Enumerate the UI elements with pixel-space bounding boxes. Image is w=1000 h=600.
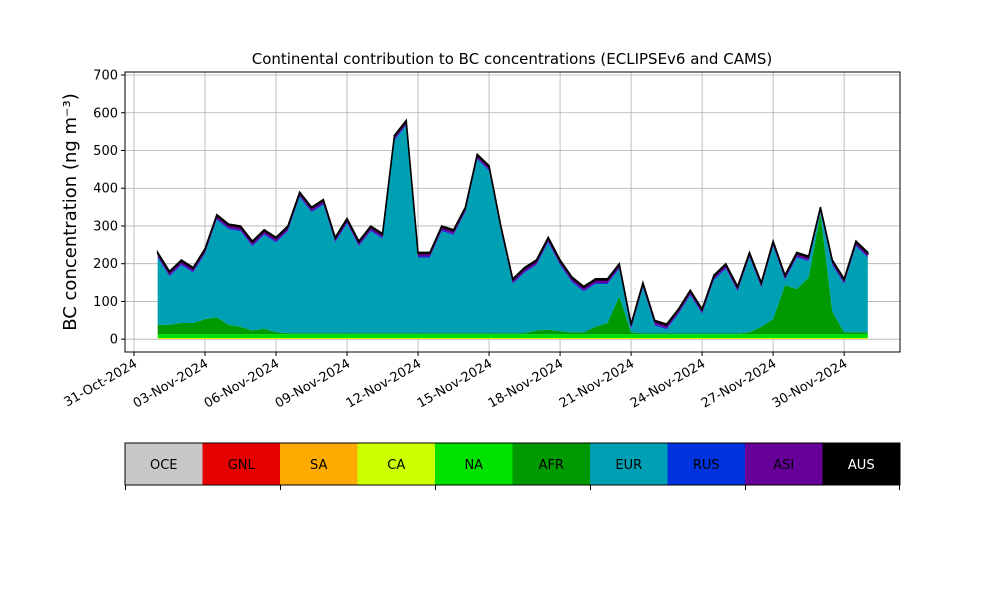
legend-label: CA (387, 458, 405, 473)
legend-label: EUR (615, 458, 642, 473)
legend-swatch (435, 443, 513, 485)
y-tick-label: 500 (93, 144, 118, 159)
area (156, 118, 869, 327)
legend-swatch (125, 443, 203, 485)
legend-label: OCE (150, 458, 178, 473)
y-tick-label: 100 (93, 295, 118, 310)
legend-label: RUS (693, 458, 720, 473)
area (157, 213, 868, 335)
y-tick-label: 0 (110, 333, 118, 348)
legend-label: GNL (228, 458, 256, 473)
legend-swatch (822, 443, 900, 485)
y-axis-label: BC concentration (ng m⁻³) (60, 93, 81, 331)
legend-swatch (357, 443, 435, 485)
legend-label: AUS (848, 458, 875, 473)
area (157, 338, 868, 339)
legend-swatch (745, 443, 823, 485)
legend-label: ASI (773, 458, 794, 473)
y-tick-label: 300 (93, 219, 118, 234)
areas (156, 118, 869, 340)
y-tick-label: 600 (93, 106, 118, 121)
legend-ticks (125, 485, 900, 490)
legend-swatch (512, 443, 590, 485)
plot-frame (124, 71, 901, 353)
legend-swatch (667, 443, 745, 485)
area (157, 334, 868, 339)
legend-label: SA (310, 458, 327, 473)
legend-label: AFR (539, 458, 564, 473)
legend-frame (124, 442, 901, 486)
chart-title: Continental contribution to BC concentra… (252, 50, 773, 68)
y-tick-label: 700 (93, 69, 118, 84)
area (157, 125, 868, 334)
legend-swatch (280, 443, 358, 485)
y-tick-label: 400 (93, 182, 118, 197)
legend: OCE GNL SA CA NA AFR EUR RUS ASI AUS (124, 442, 901, 486)
legend-swatch (202, 443, 280, 485)
y-tick-label: 200 (93, 257, 118, 272)
legend-label: NA (464, 458, 483, 473)
legend-swatch (590, 443, 668, 485)
